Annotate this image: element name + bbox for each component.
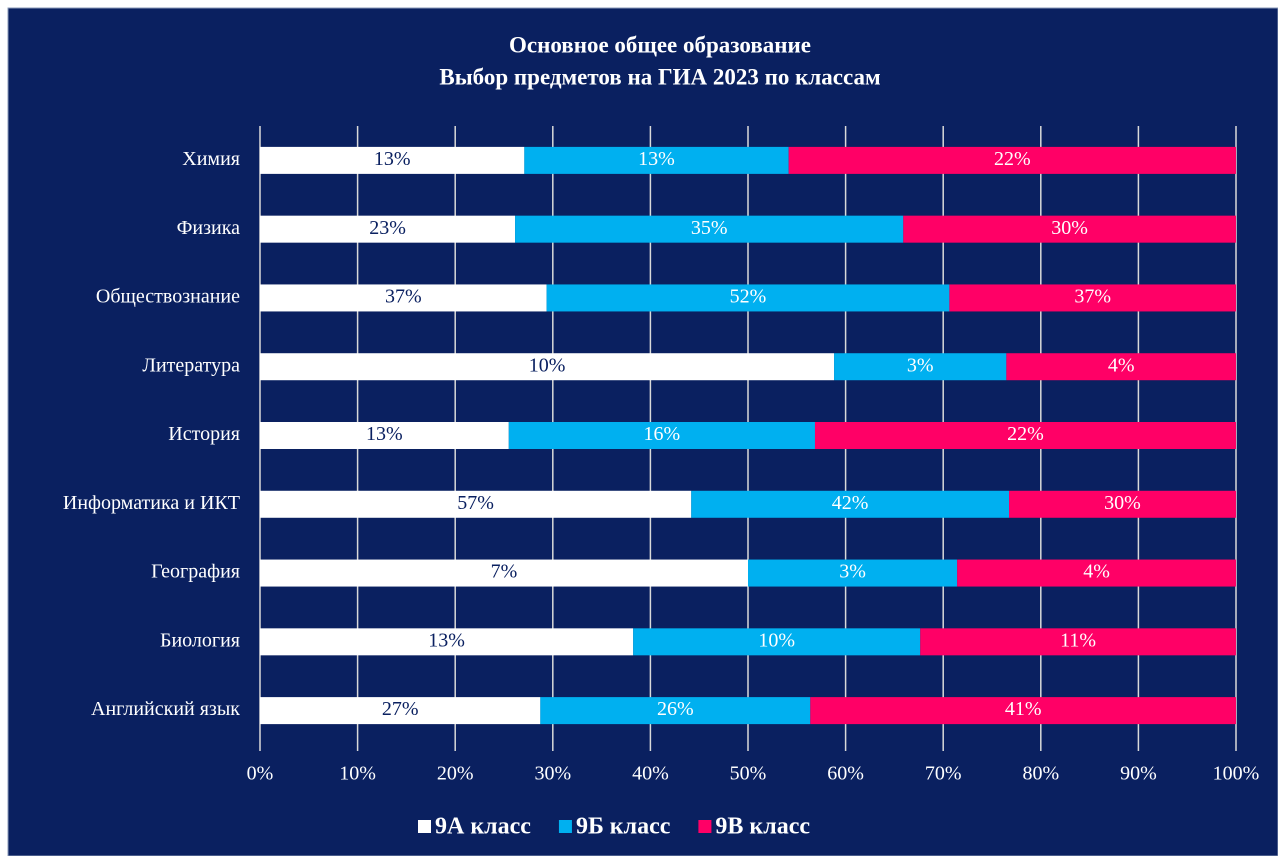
bar-segment (957, 559, 1236, 587)
legend-label: 9В класс (715, 814, 810, 840)
y-tick-label: Английский язык (91, 698, 240, 720)
data-label: 13% (366, 423, 403, 445)
data-label: 22% (1007, 423, 1044, 445)
bar-segment (260, 146, 525, 174)
x-tick-label: 70% (925, 763, 962, 785)
bar-segment (691, 490, 1010, 518)
data-label: 4% (1083, 561, 1110, 583)
x-tick-label: 30% (534, 763, 571, 785)
bar-segment (748, 559, 958, 587)
data-label: 41% (1005, 698, 1042, 720)
data-label: 52% (730, 286, 767, 308)
data-label: 35% (691, 217, 728, 239)
legend-swatch (418, 820, 431, 833)
x-tick-label: 100% (1213, 763, 1260, 785)
bar-segment (508, 422, 815, 449)
bar-segment (524, 146, 789, 174)
bar-segment (920, 628, 1236, 656)
data-label: 37% (385, 286, 422, 308)
x-tick-label: 10% (339, 763, 376, 785)
bar-segment (260, 353, 835, 381)
data-label: 10% (758, 629, 795, 651)
x-tick-label: 60% (827, 763, 864, 785)
x-tick-label: 0% (247, 763, 274, 785)
bar-segment (788, 146, 1236, 174)
legend-label: 9А класс (435, 814, 531, 840)
legend-swatch (558, 820, 572, 833)
bar-segment (903, 215, 1236, 243)
y-tick-label: Физика (177, 217, 241, 239)
x-tick-label: 50% (730, 763, 767, 785)
data-label: 7% (491, 561, 518, 583)
bar-segment (834, 353, 1007, 381)
y-tick-label: История (168, 423, 240, 445)
data-label: 57% (457, 492, 494, 514)
y-tick-label: Биология (160, 629, 240, 651)
x-tick-label: 80% (1022, 763, 1059, 785)
bar-segment (260, 284, 547, 312)
x-tick-label: 90% (1120, 763, 1157, 785)
data-label: 22% (994, 148, 1031, 170)
chart-title: Основное общее образование (509, 32, 811, 57)
bar-segment (814, 422, 1236, 449)
data-label: 30% (1104, 492, 1141, 514)
bar-segment (260, 490, 692, 518)
bar-segment (1006, 353, 1236, 381)
bar-segment (260, 559, 748, 587)
data-label: 27% (382, 698, 419, 720)
legend-swatch (698, 820, 712, 833)
y-tick-label: Обществознание (96, 286, 240, 308)
bar-segment (546, 284, 950, 312)
data-label: 11% (1060, 629, 1096, 651)
bar-segment (260, 215, 516, 243)
y-tick-label: География (151, 561, 240, 583)
bar-segment (633, 628, 921, 656)
bar-segment (540, 697, 811, 725)
y-tick-label: Литература (142, 354, 240, 376)
legend-label: 9Б класс (576, 814, 671, 840)
bar-segment (260, 422, 509, 449)
data-label: 13% (638, 148, 675, 170)
data-label: 13% (374, 148, 411, 170)
data-label: 42% (832, 492, 869, 514)
data-label: 37% (1074, 286, 1111, 308)
chart-title: Выбор предметов на ГИА 2023 по классам (439, 64, 880, 89)
bar-segment (260, 697, 541, 725)
bar-segment (1009, 490, 1236, 518)
data-label: 3% (839, 561, 866, 583)
bar-segment (810, 697, 1236, 725)
data-label: 30% (1051, 217, 1088, 239)
data-label: 4% (1108, 354, 1135, 376)
data-label: 3% (907, 354, 934, 376)
y-tick-label: Химия (182, 148, 240, 170)
bar-segment (260, 628, 634, 656)
data-label: 13% (428, 629, 465, 651)
data-label: 26% (657, 698, 694, 720)
x-tick-label: 40% (632, 763, 669, 785)
bar-segment (515, 215, 904, 243)
data-label: 23% (369, 217, 406, 239)
data-label: 16% (644, 423, 681, 445)
data-label: 10% (529, 354, 566, 376)
bar-segment (949, 284, 1236, 312)
y-tick-label: Информатика и ИКТ (63, 492, 240, 514)
x-tick-label: 20% (437, 763, 474, 785)
